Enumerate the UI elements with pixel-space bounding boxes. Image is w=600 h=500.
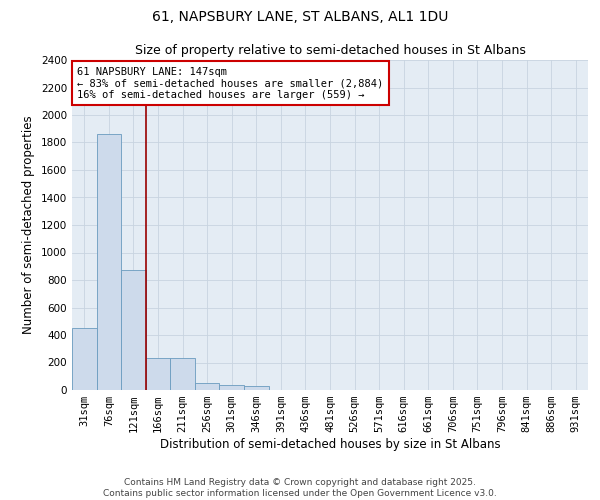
Bar — [146, 358, 170, 390]
Y-axis label: Number of semi-detached properties: Number of semi-detached properties — [22, 116, 35, 334]
Text: Contains HM Land Registry data © Crown copyright and database right 2025.
Contai: Contains HM Land Registry data © Crown c… — [103, 478, 497, 498]
Bar — [220, 384, 244, 390]
Title: Size of property relative to semi-detached houses in St Albans: Size of property relative to semi-detach… — [134, 44, 526, 58]
Bar — [170, 358, 195, 390]
Text: 61 NAPSBURY LANE: 147sqm
← 83% of semi-detached houses are smaller (2,884)
16% o: 61 NAPSBURY LANE: 147sqm ← 83% of semi-d… — [77, 66, 383, 100]
Bar — [121, 270, 146, 390]
Text: 61, NAPSBURY LANE, ST ALBANS, AL1 1DU: 61, NAPSBURY LANE, ST ALBANS, AL1 1DU — [152, 10, 448, 24]
X-axis label: Distribution of semi-detached houses by size in St Albans: Distribution of semi-detached houses by … — [160, 438, 500, 451]
Bar — [97, 134, 121, 390]
Bar — [244, 386, 269, 390]
Bar — [72, 328, 97, 390]
Bar — [195, 383, 220, 390]
